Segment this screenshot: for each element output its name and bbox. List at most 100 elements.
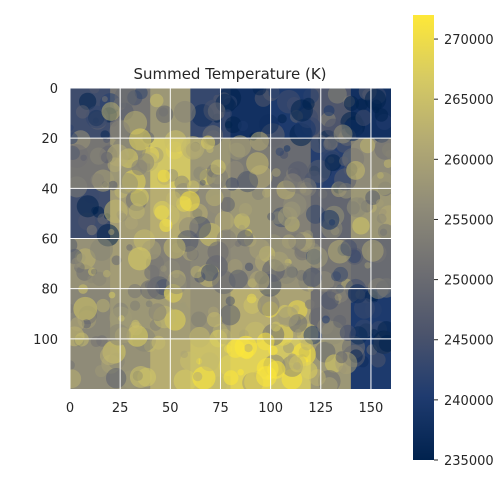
heatmap-texture-blob bbox=[199, 179, 206, 186]
heatmap-texture-blob bbox=[238, 203, 253, 217]
heatmap-texture-blob bbox=[237, 369, 244, 376]
heatmap-texture-blob bbox=[200, 264, 219, 282]
heatmap-texture-blob bbox=[334, 293, 342, 301]
heatmap-texture-blob bbox=[131, 159, 148, 176]
heatmap-texture-blob bbox=[180, 350, 188, 359]
heatmap-texture-blob bbox=[249, 238, 271, 260]
colorbar-tick-label: 235000 bbox=[444, 454, 494, 469]
heatmap-texture-blob bbox=[124, 216, 138, 230]
heatmap-texture-blob bbox=[323, 105, 335, 117]
y-tick-label: 0 bbox=[50, 82, 58, 97]
heatmap-texture-blob bbox=[355, 109, 372, 127]
heatmap-texture-blob bbox=[339, 324, 356, 341]
heatmap-texture-blob bbox=[219, 197, 235, 212]
heatmap-texture-blob bbox=[101, 95, 108, 103]
heatmap-texture-blob bbox=[129, 300, 141, 311]
heatmap-texture-blob bbox=[300, 337, 314, 351]
heatmap-texture-blob bbox=[225, 296, 235, 306]
y-tick-label: 100 bbox=[33, 333, 58, 348]
heatmap-texture-blob bbox=[186, 180, 200, 193]
y-tick-label: 40 bbox=[41, 182, 58, 197]
heatmap-texture-blob bbox=[321, 315, 330, 324]
heatmap-texture-blob bbox=[70, 124, 74, 131]
heatmap-texture-blob bbox=[163, 236, 186, 259]
heatmap-texture-blob bbox=[70, 369, 82, 389]
heatmap-texture-blob bbox=[377, 321, 391, 339]
heatmap-texture-blob bbox=[129, 365, 152, 388]
heatmap-texture-blob bbox=[364, 262, 371, 269]
colorbar-tick-label: 240000 bbox=[444, 394, 494, 409]
x-axis-ticks: 0 25 50 75 100 125 150 bbox=[66, 401, 383, 416]
colorbar-tick-label: 255000 bbox=[444, 213, 494, 228]
heatmap-texture-blob bbox=[374, 108, 389, 122]
heatmap-texture-blob bbox=[148, 303, 167, 322]
x-tick-label: 75 bbox=[212, 401, 229, 416]
heatmap-texture-blob bbox=[71, 257, 82, 268]
y-tick-label: 20 bbox=[41, 132, 58, 147]
y-tick-label: 60 bbox=[41, 233, 58, 248]
heatmap-texture-blob bbox=[318, 189, 328, 199]
heatmap-texture-blob bbox=[206, 145, 214, 154]
heatmap-texture-blob bbox=[383, 159, 391, 168]
heatmap-texture-blob bbox=[324, 154, 342, 172]
x-tick-label: 0 bbox=[66, 401, 74, 416]
x-tick-label: 100 bbox=[258, 401, 283, 416]
heatmap-texture-blob bbox=[219, 304, 241, 326]
heatmap-texture-blob bbox=[101, 151, 113, 164]
heatmap-texture-blob bbox=[211, 173, 223, 185]
heatmap-texture-blob bbox=[249, 270, 270, 291]
heatmap-texture-blob bbox=[333, 124, 353, 144]
colorbar-tick-label: 265000 bbox=[444, 93, 494, 108]
heatmap-texture-blob bbox=[189, 326, 211, 348]
heatmap-texture-blob bbox=[226, 160, 244, 179]
heatmap-texture-blob bbox=[277, 114, 287, 124]
heatmap-texture-blob bbox=[214, 211, 235, 231]
heatmap-texture-blob bbox=[228, 135, 252, 158]
heatmap-texture-blob bbox=[376, 278, 391, 298]
heatmap-texture-blob bbox=[256, 366, 277, 387]
heatmap-texture-blob bbox=[281, 234, 297, 249]
heatmap-texture-blob bbox=[369, 328, 379, 338]
heatmap-texture-blob bbox=[70, 360, 75, 371]
heatmap-texture-blob bbox=[249, 131, 269, 151]
heatmap-texture-blob bbox=[207, 241, 229, 263]
heatmap-texture-blob bbox=[262, 188, 272, 198]
heatmap-texture-blob bbox=[271, 168, 281, 177]
heatmap-texture-blob bbox=[111, 255, 122, 266]
heatmap-texture-blob bbox=[191, 311, 207, 328]
heatmap-texture-blob bbox=[128, 203, 145, 220]
heatmap-texture-blob bbox=[376, 199, 384, 207]
heatmap-texture-blob bbox=[90, 238, 113, 261]
heatmap-texture-blob bbox=[186, 248, 199, 261]
heatmap-texture-blob bbox=[210, 159, 226, 175]
heatmap-texture-blob bbox=[89, 88, 100, 94]
heatmap-texture-blob bbox=[233, 213, 251, 230]
heatmap-texture-blob bbox=[145, 300, 153, 308]
heatmap-texture-blob bbox=[70, 176, 88, 198]
heatmap-texture-blob bbox=[246, 293, 257, 304]
heatmap-texture-blob bbox=[343, 95, 359, 111]
colorbar-tick-label: 250000 bbox=[444, 274, 494, 289]
heatmap-texture-blob bbox=[180, 135, 205, 160]
heatmap-texture-blob bbox=[225, 177, 239, 191]
heatmap-texture-blob bbox=[90, 173, 105, 187]
heatmap-texture-blob bbox=[179, 191, 200, 212]
heatmap-texture-blob bbox=[246, 152, 269, 175]
heatmap-texture-blob bbox=[361, 239, 384, 262]
heatmap-texture-blob bbox=[99, 346, 119, 366]
heatmap-texture-blob bbox=[225, 120, 233, 129]
heatmap-texture-blob bbox=[149, 93, 164, 108]
y-tick-label: 80 bbox=[41, 283, 58, 298]
heatmap-texture-blob bbox=[346, 160, 366, 180]
heatmap-texture-blob bbox=[364, 88, 387, 111]
heatmap-texture-blob bbox=[101, 102, 121, 121]
heatmap-texture-blob bbox=[293, 362, 301, 370]
heatmap-texture-blob bbox=[283, 173, 302, 193]
colorbar-tick-label: 260000 bbox=[444, 153, 494, 168]
heatmap-texture-blob bbox=[346, 197, 367, 218]
heatmap-texture-blob bbox=[155, 105, 174, 124]
heatmap-texture-blob bbox=[294, 118, 316, 141]
heatmap-texture-blob bbox=[244, 343, 253, 353]
heatmap-texture-blob bbox=[302, 267, 323, 288]
